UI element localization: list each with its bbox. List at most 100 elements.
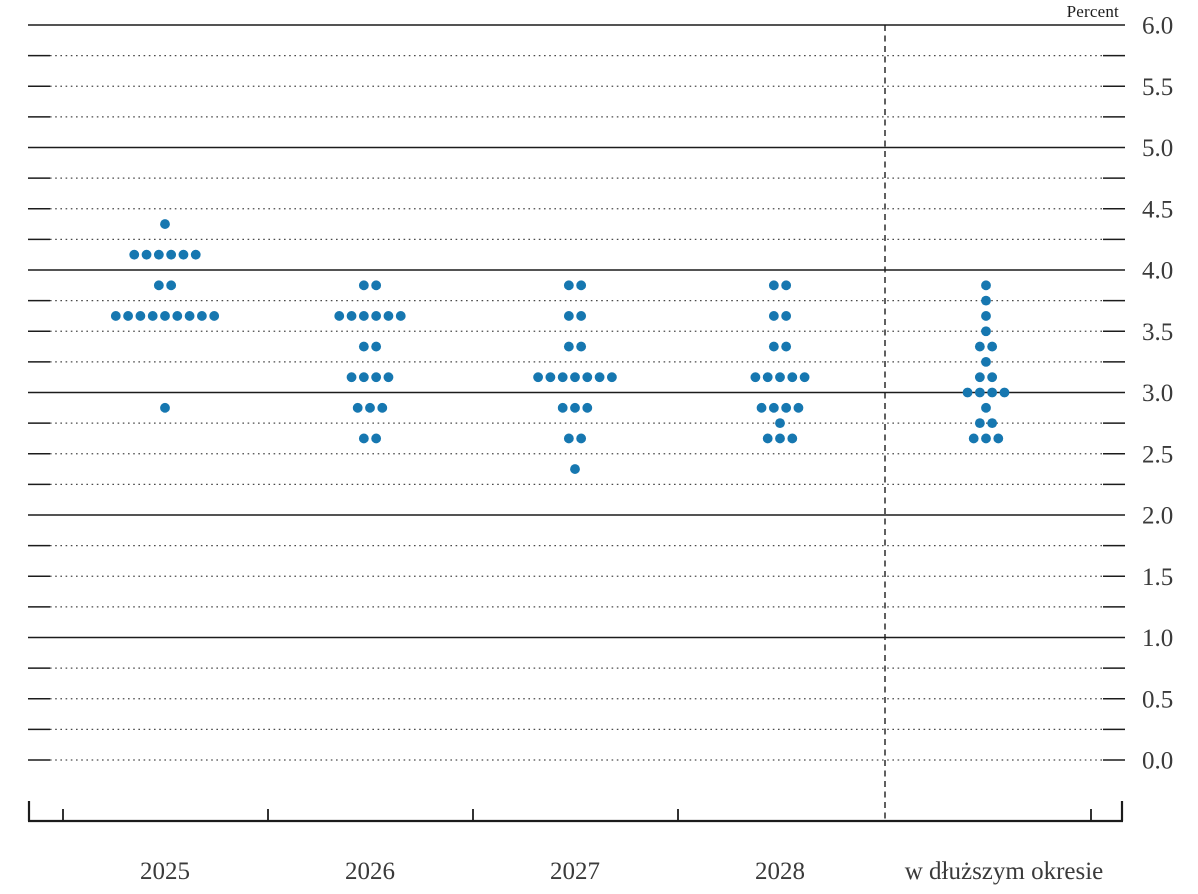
projection-dot xyxy=(563,311,574,321)
projection-dot xyxy=(781,402,792,413)
projection-dot xyxy=(762,433,773,444)
projection-dot xyxy=(576,433,587,444)
projection-dot xyxy=(358,311,369,321)
projection-dot xyxy=(371,341,382,352)
projection-dot xyxy=(576,341,587,352)
x-axis-label-longer-run: w dłuższym okresie xyxy=(905,858,1104,885)
projection-dot xyxy=(768,402,779,413)
projection-dot xyxy=(570,402,580,413)
projection-dot xyxy=(135,311,146,321)
projection-dot xyxy=(968,433,979,444)
projection-dot xyxy=(987,341,998,352)
projection-dot xyxy=(974,372,985,383)
projection-dot xyxy=(787,372,798,383)
projection-dot xyxy=(570,464,580,474)
projection-dot xyxy=(775,372,785,383)
projection-dot xyxy=(981,356,991,367)
x-axis-label-2025: 2025 xyxy=(140,858,190,885)
projection-dot xyxy=(110,311,121,321)
y-axis-label-0.5: 0.5 xyxy=(1142,686,1173,713)
projection-dot xyxy=(358,433,369,444)
projection-dot xyxy=(974,418,985,429)
y-axis-label-3.5: 3.5 xyxy=(1142,319,1173,346)
projection-dot xyxy=(358,341,369,352)
projection-dot xyxy=(793,402,804,413)
y-axis-label-1.0: 1.0 xyxy=(1142,625,1173,652)
projection-dot xyxy=(197,311,207,321)
projection-dot xyxy=(209,311,220,321)
x-axis-label-2027: 2027 xyxy=(550,858,600,885)
projection-dot xyxy=(768,341,779,352)
projection-dot xyxy=(981,280,991,291)
projection-dot xyxy=(178,249,189,260)
projection-dot xyxy=(576,280,587,291)
projection-dot xyxy=(153,280,164,291)
projection-dot xyxy=(987,418,998,429)
projection-dot xyxy=(358,280,369,291)
projection-dot xyxy=(993,433,1004,444)
projection-dot xyxy=(166,280,177,291)
projection-dot xyxy=(371,311,382,321)
projection-dot xyxy=(557,402,568,413)
projection-dot xyxy=(582,372,593,383)
projection-dot xyxy=(799,372,810,383)
projection-dot xyxy=(184,311,195,321)
projection-dot xyxy=(346,311,357,321)
projection-dot xyxy=(962,387,973,398)
projection-dot xyxy=(582,402,593,413)
projection-dot xyxy=(974,387,985,398)
projection-dot xyxy=(981,295,991,306)
y-axis-label-5.5: 5.5 xyxy=(1142,74,1173,101)
projection-dot xyxy=(147,311,158,321)
projection-dot xyxy=(999,387,1010,398)
projection-dot xyxy=(981,402,991,413)
projection-dot xyxy=(756,402,767,413)
y-axis-label-2.0: 2.0 xyxy=(1142,503,1173,530)
x-axis-label-2026: 2026 xyxy=(345,858,395,885)
projection-dot xyxy=(607,372,617,383)
projection-dot xyxy=(358,372,369,383)
y-axis-label-4.0: 4.0 xyxy=(1142,258,1173,285)
projection-dot xyxy=(172,311,183,321)
projection-dot xyxy=(576,311,587,321)
projection-dot xyxy=(981,326,991,337)
projection-dot xyxy=(371,280,382,291)
projection-dot xyxy=(365,402,375,413)
projection-dot xyxy=(383,372,394,383)
projection-dot xyxy=(545,372,556,383)
projection-dot xyxy=(160,402,170,413)
projection-dot xyxy=(781,341,792,352)
projection-dot xyxy=(160,219,170,229)
projection-dot xyxy=(334,311,345,321)
projection-dot xyxy=(563,433,574,444)
projection-dot xyxy=(787,433,798,444)
projection-dot xyxy=(781,311,792,321)
projection-dot xyxy=(768,311,779,321)
projection-dot xyxy=(570,372,580,383)
projection-dot xyxy=(377,402,388,413)
projection-dot xyxy=(166,249,177,260)
projection-dot xyxy=(141,249,152,260)
projection-dot xyxy=(987,372,998,383)
projection-dot xyxy=(123,311,133,321)
y-axis-label-6.0: 6.0 xyxy=(1142,13,1173,40)
x-axis-label-2028: 2028 xyxy=(755,858,805,885)
projection-dot xyxy=(346,372,357,383)
projection-dot xyxy=(371,372,382,383)
y-axis-label-2.5: 2.5 xyxy=(1142,441,1173,468)
projection-dot xyxy=(160,311,170,321)
projection-dot xyxy=(781,280,792,291)
projection-dot xyxy=(383,311,394,321)
projection-dot xyxy=(775,418,785,429)
projection-dot xyxy=(762,372,773,383)
projection-dot xyxy=(371,433,382,444)
y-axis-label-1.5: 1.5 xyxy=(1142,564,1173,591)
projection-dot xyxy=(563,341,574,352)
projection-dot xyxy=(533,372,543,383)
projection-dot xyxy=(563,280,574,291)
y-axis-label-5.0: 5.0 xyxy=(1142,135,1173,162)
projection-dot xyxy=(987,387,998,398)
projection-dot xyxy=(190,249,201,260)
